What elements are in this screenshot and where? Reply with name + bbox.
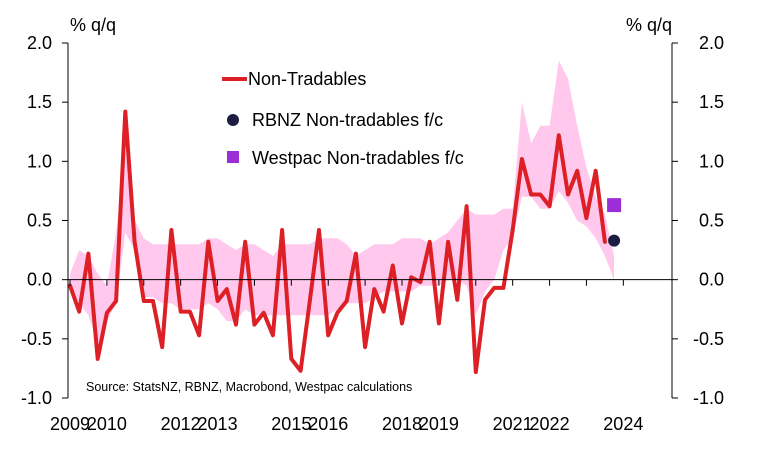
- legend: Non-Tradables RBNZ Non-tradables f/c Wes…: [222, 69, 464, 168]
- right-axis-label: % q/q: [626, 15, 672, 35]
- x-tick-label: 2012: [161, 414, 201, 434]
- right-y-tick-label: -1.0: [693, 388, 724, 408]
- non-tradables-line: [68, 109, 607, 374]
- left-y-tick-label: 1.5: [27, 92, 52, 112]
- left-y-tick-label: 0.5: [27, 211, 52, 231]
- right-y-tick-label: 0.0: [699, 270, 724, 290]
- x-tick-label: 2016: [308, 414, 348, 434]
- forecast-points: [607, 198, 622, 247]
- left-axis-label: % q/q: [70, 15, 116, 35]
- westpac-forecast-point: [607, 198, 622, 213]
- right-y-tick-label: -0.5: [693, 329, 724, 349]
- x-tick-label: 2024: [603, 414, 643, 434]
- left-y-tick-label: -1.0: [21, 388, 52, 408]
- axes: -1.0 -1.0 -0.5 -0.5 0.0 0.0 0.5 0.5 1.0 1.0 1.5 1.5…: [21, 33, 724, 434]
- left-y-tick-label: 2.0: [27, 33, 52, 53]
- x-tick-label: 2009: [50, 414, 90, 434]
- x-tick-label: 2019: [419, 414, 459, 434]
- x-tick-label: 2018: [382, 414, 422, 434]
- right-y-tick-label: 1.0: [699, 151, 724, 171]
- series-line-layer: [68, 109, 607, 374]
- x-tick-label: 2015: [271, 414, 311, 434]
- source-note: Source: StatsNZ, RBNZ, Macrobond, Westpa…: [86, 380, 412, 394]
- right-y-tick-label: 0.5: [699, 211, 724, 231]
- legend-rbnz-marker: [227, 114, 239, 126]
- left-y-tick-label: -0.5: [21, 329, 52, 349]
- x-tick-label: 2021: [493, 414, 533, 434]
- left-y-tick-label: 1.0: [27, 151, 52, 171]
- legend-label-rbnz: RBNZ Non-tradables f/c: [252, 110, 443, 130]
- rbnz-forecast-point: [608, 234, 621, 247]
- legend-westpac-marker: [227, 151, 239, 163]
- right-y-tick-label: 2.0: [699, 33, 724, 53]
- x-tick-label: 2013: [198, 414, 238, 434]
- legend-label-non-tradables: Non-Tradables: [248, 69, 366, 89]
- right-y-tick-label: 1.5: [699, 92, 724, 112]
- legend-label-westpac: Westpac Non-tradables f/c: [252, 148, 464, 168]
- x-tick-label: 2022: [530, 414, 570, 434]
- x-tick-label: 2010: [87, 414, 127, 434]
- left-y-tick-label: 0.0: [27, 270, 52, 290]
